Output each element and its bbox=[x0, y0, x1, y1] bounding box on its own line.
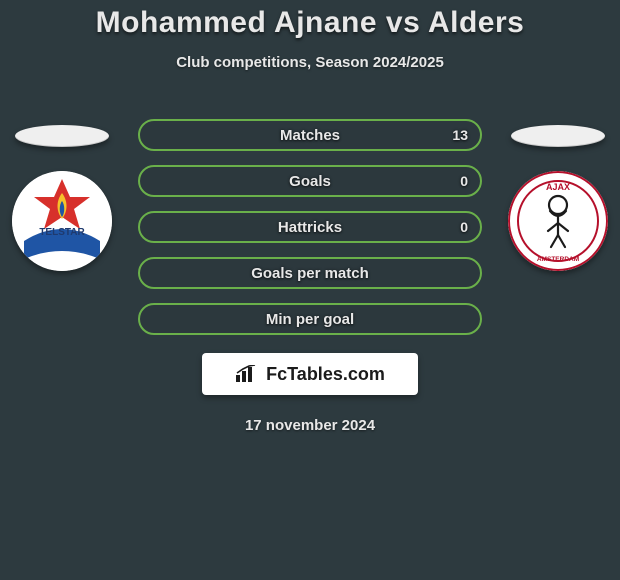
ajax-logo-icon: AJAX AMSTERDAM bbox=[508, 171, 608, 271]
player-right: AJAX AMSTERDAM bbox=[508, 125, 608, 271]
avatar-placeholder-left bbox=[15, 125, 109, 147]
bar-chart-icon bbox=[235, 365, 257, 383]
brand-text: FcTables.com bbox=[266, 364, 385, 385]
stat-label: Hattricks bbox=[278, 219, 342, 236]
brand-badge: FcTables.com bbox=[202, 353, 418, 395]
stage: TELSTAR bbox=[0, 95, 620, 434]
stat-value-right: 0 bbox=[460, 173, 468, 189]
telstar-logo-icon: TELSTAR bbox=[12, 171, 112, 271]
comparison-infographic: Mohammed Ajnane vs Alders Club competiti… bbox=[0, 0, 620, 580]
club-logo-right: AJAX AMSTERDAM bbox=[508, 171, 608, 271]
player-left: TELSTAR bbox=[12, 125, 112, 271]
avatar-placeholder-right bbox=[511, 125, 605, 147]
stat-value-right: 0 bbox=[460, 219, 468, 235]
stat-row-goals: Goals 0 bbox=[138, 165, 482, 197]
svg-text:TELSTAR: TELSTAR bbox=[39, 227, 85, 238]
stat-value-right: 13 bbox=[452, 127, 468, 143]
footer-date: 17 november 2024 bbox=[0, 417, 620, 434]
stat-label: Goals bbox=[289, 173, 331, 190]
stat-label: Matches bbox=[280, 127, 340, 144]
stat-label: Min per goal bbox=[266, 311, 354, 328]
stat-rows: Matches 13 Goals 0 Hattricks 0 Goals per… bbox=[138, 95, 482, 335]
stat-row-min-per-goal: Min per goal bbox=[138, 303, 482, 335]
svg-text:AJAX: AJAX bbox=[546, 182, 570, 192]
stat-row-matches: Matches 13 bbox=[138, 119, 482, 151]
club-logo-left: TELSTAR bbox=[12, 171, 112, 271]
stat-row-hattricks: Hattricks 0 bbox=[138, 211, 482, 243]
stat-row-goals-per-match: Goals per match bbox=[138, 257, 482, 289]
svg-text:AMSTERDAM: AMSTERDAM bbox=[537, 256, 579, 263]
page-title: Mohammed Ajnane vs Alders bbox=[0, 6, 620, 40]
stat-label: Goals per match bbox=[251, 265, 369, 282]
subtitle: Club competitions, Season 2024/2025 bbox=[0, 54, 620, 71]
